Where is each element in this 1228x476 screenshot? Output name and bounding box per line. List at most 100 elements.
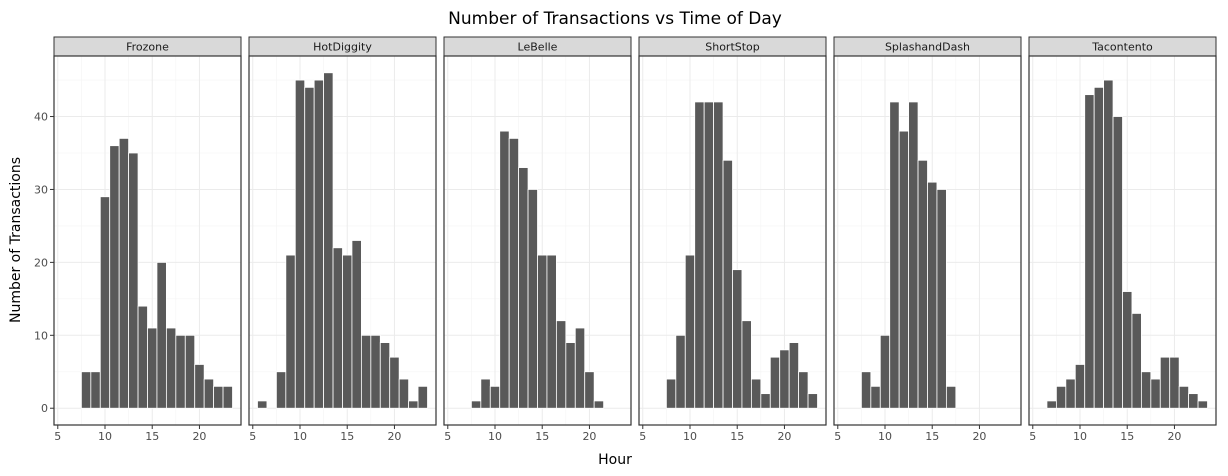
- bar-lebelle-hour-21: [593, 400, 605, 409]
- bar-frozone-hour-16: [156, 261, 167, 409]
- bar-frozone-hour-12: [118, 138, 130, 409]
- bar-lebelle-hour-18: [565, 342, 576, 409]
- bar-hotdiggity-hour-22: [408, 400, 419, 409]
- x-tick-label: 10: [488, 430, 502, 443]
- bar-frozone-hour-18: [175, 334, 186, 409]
- y-axis-title: Number of Transactions: [8, 157, 24, 323]
- bar-hotdiggity-hour-11: [304, 86, 315, 409]
- bar-tacontento-hour-17: [1140, 371, 1152, 409]
- bar-lebelle-hour-19: [574, 327, 586, 409]
- bar-frozone-hour-15: [147, 327, 158, 409]
- facet-panel-frozone: Frozone 5 10 15 20 0 10 20 30 40: [34, 36, 242, 443]
- bar-lebelle-hour-9: [480, 378, 491, 409]
- bar-frozone-hour-19: [184, 334, 196, 409]
- x-tick-label: 15: [145, 430, 159, 443]
- bar-lebelle-hour-20: [584, 371, 595, 409]
- bar-shortstop-hour-13: [713, 101, 724, 409]
- x-tick-label: 20: [1167, 430, 1181, 443]
- facet-strip-label: HotDiggity: [313, 41, 372, 54]
- bar-tacontento-hour-23: [1197, 400, 1208, 409]
- facet-strip-label: ShortStop: [705, 41, 760, 54]
- x-tick-label: 5: [834, 430, 841, 443]
- bar-shortstop-hour-12: [703, 101, 715, 409]
- facet-panels: Frozone 5 10 15 20 0 10 20 30 40 HotDiggity 5 10 15 20…: [34, 36, 1217, 443]
- bar-shortstop-hour-19: [769, 356, 781, 409]
- x-tick-label: 15: [340, 430, 354, 443]
- bar-frozone-hour-10: [99, 196, 111, 409]
- panel-border: [53, 55, 242, 426]
- bar-hotdiggity-hour-8: [275, 371, 287, 409]
- x-tick-label: 15: [730, 430, 744, 443]
- x-tick-label: 20: [192, 430, 206, 443]
- bar-hotdiggity-hour-19: [379, 342, 391, 409]
- x-tick-label: 15: [925, 430, 939, 443]
- bar-shortstop-hour-14: [722, 159, 733, 409]
- bar-splashanddash-hour-11: [889, 101, 900, 409]
- facet-panel-lebelle: LeBelle 5 10 15 20: [443, 36, 632, 443]
- panel-border: [1028, 55, 1217, 426]
- bar-tacontento-hour-11: [1084, 94, 1095, 409]
- bar-hotdiggity-hour-10: [294, 79, 306, 409]
- bar-shortstop-hour-22: [798, 371, 809, 409]
- y-tick-label: 40: [34, 111, 48, 124]
- x-tick-label: 15: [535, 430, 549, 443]
- facet-panel-splashanddash: SplashandDash 5 10 15 20: [833, 36, 1022, 443]
- bar-lebelle-hour-13: [518, 167, 529, 409]
- bar-lebelle-hour-15: [537, 254, 548, 409]
- bar-tacontento-hour-14: [1112, 116, 1123, 409]
- bar-tacontento-hour-8: [1055, 385, 1067, 409]
- facet-panel-hotdiggity: HotDiggity 5 10 15 20: [248, 36, 437, 443]
- bar-frozone-hour-21: [203, 378, 215, 409]
- bar-hotdiggity-hour-9: [285, 254, 296, 409]
- panel-border: [833, 55, 1022, 426]
- bar-lebelle-hour-16: [546, 254, 557, 409]
- panel-border: [248, 55, 437, 426]
- facet-strip-label: SplashandDash: [885, 41, 970, 54]
- bar-splashanddash-hour-9: [870, 385, 881, 409]
- facet-strip-label: Frozone: [126, 41, 169, 54]
- y-tick-label: 20: [34, 256, 48, 269]
- bar-hotdiggity-hour-15: [342, 254, 353, 409]
- bar-frozone-hour-14: [137, 305, 148, 409]
- bar-frozone-hour-17: [165, 327, 177, 409]
- bar-lebelle-hour-10: [489, 385, 501, 409]
- bar-splashanddash-hour-16: [936, 189, 947, 409]
- bar-shortstop-hour-8: [665, 378, 677, 409]
- bar-tacontento-hour-22: [1188, 393, 1199, 409]
- x-axis-title: Hour: [598, 452, 632, 468]
- bar-hotdiggity-hour-23: [417, 385, 428, 409]
- x-tick-label: 5: [639, 430, 646, 443]
- bar-tacontento-hour-12: [1093, 86, 1105, 409]
- bar-shortstop-hour-23: [807, 393, 818, 409]
- bar-frozone-hour-22: [213, 385, 224, 409]
- bar-tacontento-hour-19: [1159, 356, 1171, 409]
- bar-hotdiggity-hour-12: [313, 79, 325, 409]
- bar-splashanddash-hour-10: [879, 334, 891, 409]
- panel-border: [443, 55, 632, 426]
- bar-shortstop-hour-15: [732, 269, 743, 409]
- bar-splashanddash-hour-8: [860, 371, 872, 409]
- bar-frozone-hour-9: [90, 371, 101, 409]
- bar-splashanddash-hour-14: [917, 159, 928, 409]
- bar-splashanddash-hour-17: [945, 385, 957, 409]
- facet-strip-label: Tacontento: [1091, 41, 1153, 54]
- bar-frozone-hour-23: [222, 385, 233, 409]
- bar-hotdiggity-hour-18: [370, 334, 381, 409]
- bar-lebelle-hour-12: [508, 138, 520, 409]
- bar-hotdiggity-hour-6: [257, 400, 268, 409]
- bar-tacontento-hour-9: [1065, 378, 1076, 409]
- bar-hotdiggity-hour-20: [389, 356, 400, 409]
- bar-hotdiggity-hour-14: [332, 247, 343, 409]
- bar-shortstop-hour-17: [750, 378, 762, 409]
- x-tick-label: 20: [777, 430, 791, 443]
- bar-lebelle-hour-11: [499, 130, 510, 409]
- facet-panel-shortstop: ShortStop 5 10 15 20: [638, 36, 827, 443]
- bar-hotdiggity-hour-17: [360, 334, 372, 409]
- bar-hotdiggity-hour-13: [323, 72, 334, 409]
- bar-tacontento-hour-20: [1169, 356, 1180, 409]
- bar-frozone-hour-11: [109, 145, 120, 409]
- bar-shortstop-hour-16: [741, 320, 752, 409]
- x-tick-label: 10: [293, 430, 307, 443]
